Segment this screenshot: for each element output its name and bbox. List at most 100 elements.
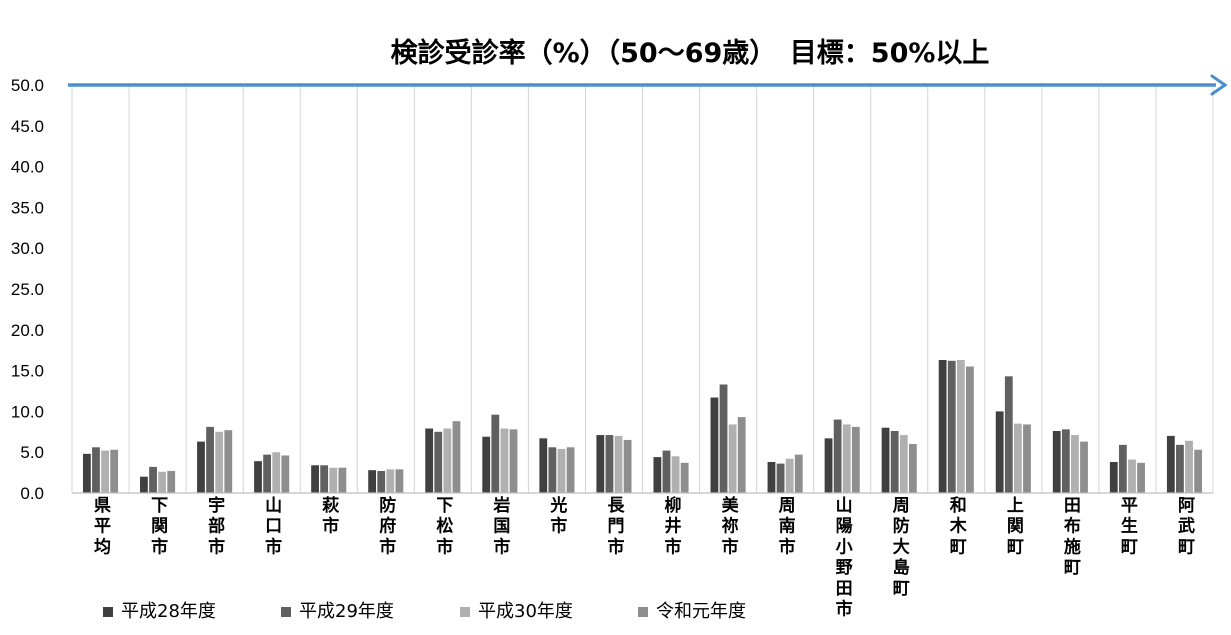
bar [995, 411, 1004, 493]
bar [1166, 435, 1175, 493]
bar [767, 461, 776, 493]
bar [215, 431, 224, 493]
category-label: 美祢市 [722, 495, 740, 557]
bar [728, 424, 737, 493]
bar [509, 429, 518, 493]
y-tick-label: 5.0 [20, 443, 44, 462]
legend-label: 平成30年度 [478, 601, 573, 622]
bar [254, 461, 262, 493]
category-label: 萩市 [322, 495, 339, 537]
y-tick-label: 35.0 [11, 198, 44, 217]
bar [500, 428, 509, 493]
bar [140, 476, 148, 493]
bar [605, 435, 614, 493]
bar [311, 465, 319, 493]
bar [680, 462, 689, 493]
y-axis: 0.0 5.0 10.0 15.0 20.0 25.0 30.0 35.0 40.0 45.0 50… [11, 76, 44, 503]
bar [386, 469, 395, 493]
bar [956, 359, 965, 493]
category-label: 周防大島町 [893, 496, 910, 599]
category-label: 和木町 [949, 496, 968, 557]
category-label: 岩国市 [492, 495, 510, 557]
y-tick-label: 45.0 [11, 117, 44, 136]
bar [833, 419, 842, 493]
category-label: 上関町 [1007, 496, 1024, 557]
bar [1004, 376, 1013, 493]
bar [966, 366, 974, 493]
legend-label: 平成28年度 [121, 601, 216, 622]
bar [566, 447, 575, 493]
category-label: 長門市 [607, 496, 625, 557]
legend-swatch [103, 607, 113, 617]
bar [206, 426, 214, 493]
bar [1052, 430, 1061, 493]
legend-label: 平成29年度 [299, 601, 394, 622]
bar [776, 463, 785, 493]
bar [851, 426, 860, 493]
legend-swatch [281, 607, 291, 617]
bar [1137, 462, 1145, 493]
legend-swatch [460, 607, 470, 617]
target-line [68, 74, 1228, 96]
bar [158, 471, 167, 493]
category-label: 柳井市 [665, 495, 682, 557]
bar [1023, 424, 1031, 493]
bar [947, 360, 956, 493]
category-label: 下松市 [436, 496, 453, 557]
bar [101, 450, 109, 493]
category-label: 山口市 [265, 496, 282, 557]
bar [395, 469, 404, 493]
y-tick-label: 50.0 [11, 76, 44, 95]
category-label: 県平均 [94, 496, 111, 557]
bar [890, 430, 899, 493]
category-label: 阿武町 [1178, 496, 1195, 557]
bar [908, 444, 917, 493]
bar [842, 424, 851, 493]
bar [92, 447, 100, 493]
bar [1061, 429, 1070, 493]
bar [338, 467, 347, 493]
bar [1080, 441, 1088, 493]
bar [224, 430, 233, 493]
bar [491, 414, 500, 493]
bar [1071, 435, 1079, 493]
bar [1013, 423, 1022, 493]
legend: 平成28年度 平成29年度 平成30年度 令和元年度 [103, 601, 746, 622]
chart-title: 検診受診率（%）（50～69歳） 目標：50%以上 [391, 37, 990, 69]
bar [671, 456, 680, 493]
bar [425, 428, 434, 493]
bar [785, 458, 794, 493]
bar [1176, 444, 1184, 493]
y-tick-label: 30.0 [11, 239, 44, 258]
bar [281, 455, 290, 493]
bar [710, 397, 719, 493]
arrow-icon [1210, 74, 1228, 96]
bar [272, 452, 281, 493]
category-label: 防府市 [379, 495, 396, 557]
bar-series [82, 359, 1203, 493]
category-label: 下関市 [151, 496, 168, 557]
bar [443, 428, 452, 493]
bar [263, 454, 272, 493]
bar [1194, 449, 1203, 493]
bar [1109, 461, 1118, 493]
bar [737, 417, 746, 493]
category-label: 田布施町 [1064, 496, 1081, 578]
bar [110, 449, 119, 493]
bar [596, 435, 605, 493]
bar [167, 470, 176, 493]
bar [938, 359, 947, 493]
y-tick-label: 0.0 [20, 484, 44, 503]
bar [1128, 459, 1136, 493]
bar [377, 470, 386, 493]
y-tick-label: 10.0 [11, 402, 44, 421]
bar [482, 436, 491, 493]
bar [197, 441, 205, 493]
bar [614, 435, 623, 493]
legend-swatch [638, 607, 648, 617]
y-tick-label: 20.0 [11, 321, 44, 340]
category-label: 平生町 [1121, 496, 1138, 557]
grid-lines [71, 85, 1214, 493]
bar [149, 466, 157, 493]
bar [368, 470, 377, 493]
